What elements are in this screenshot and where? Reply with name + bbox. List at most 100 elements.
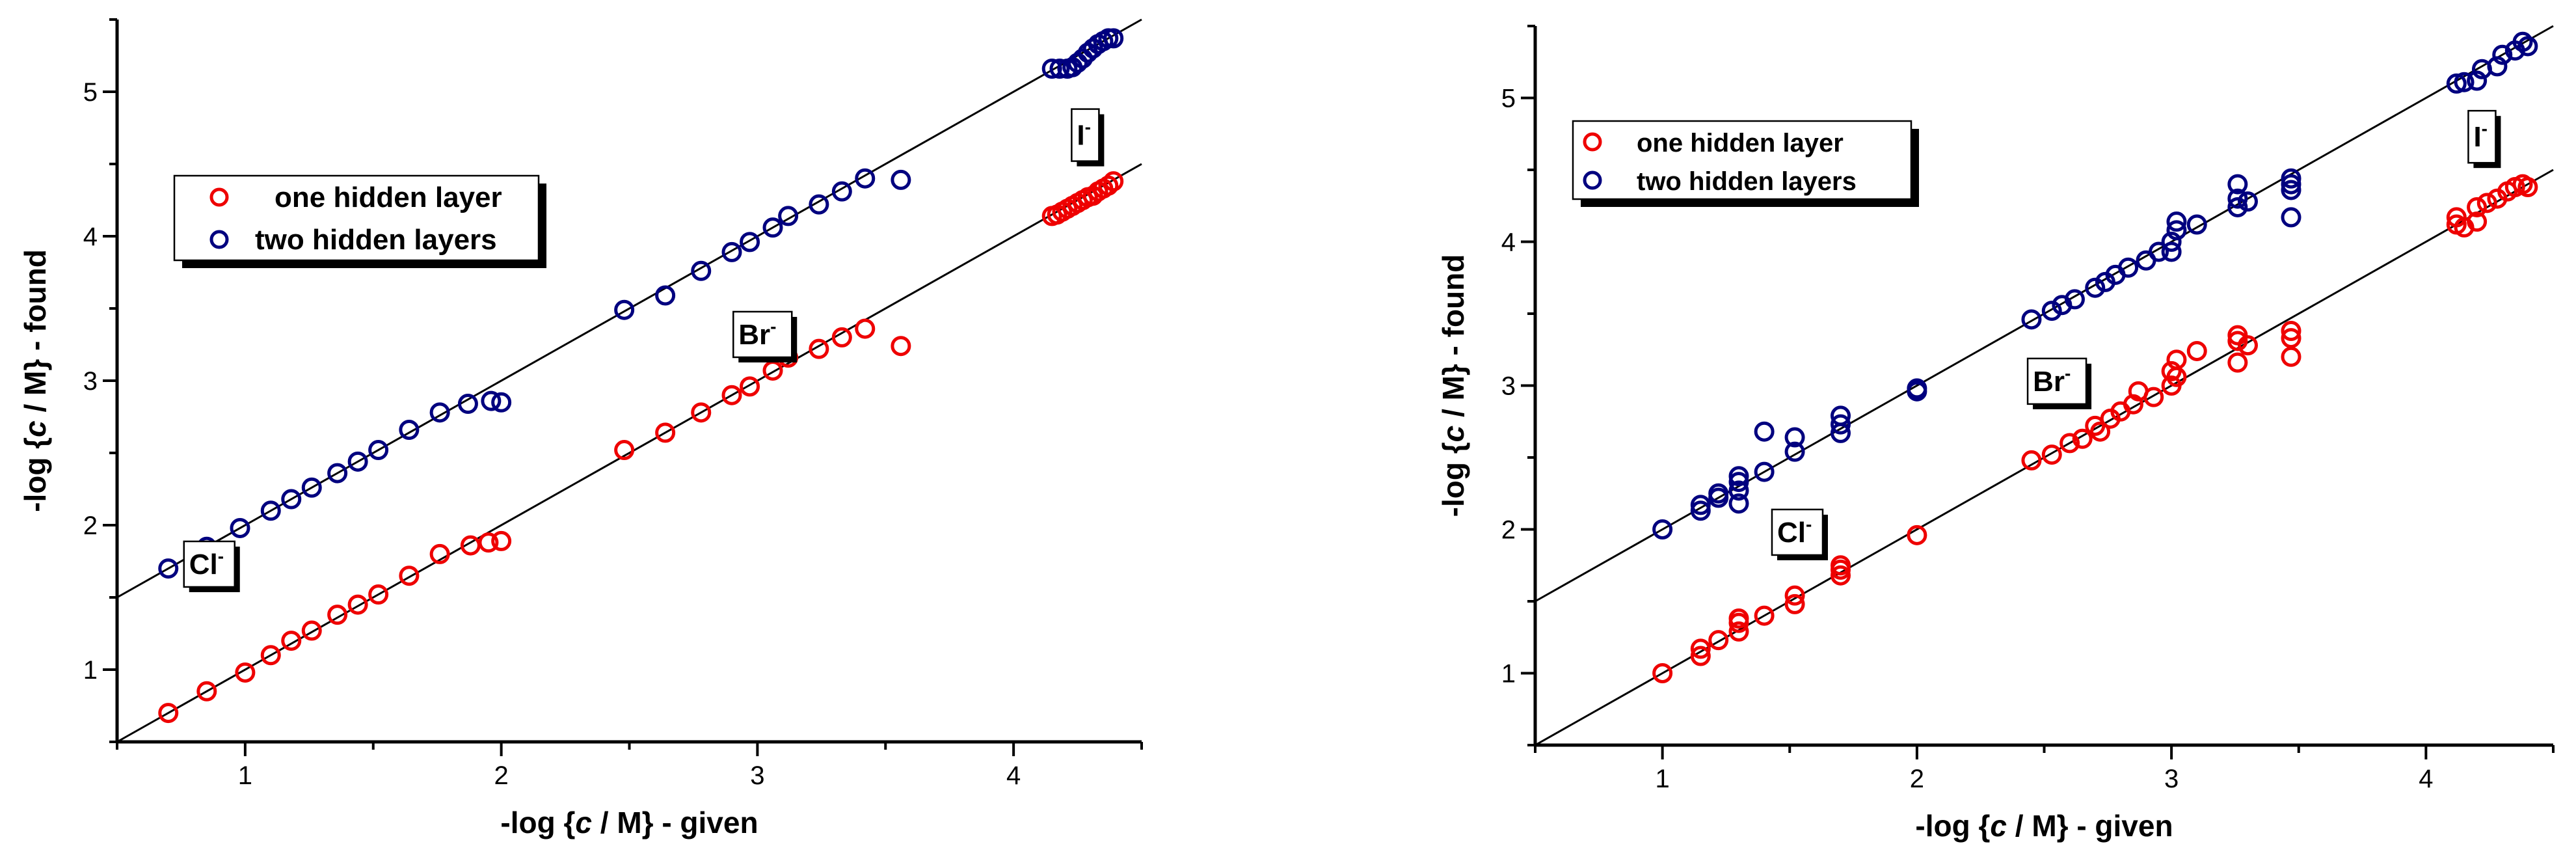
data-point-two-hidden-layers (1728, 480, 1749, 501)
x-tick-label: 1 (238, 761, 252, 790)
data-point-two-hidden-layers (1652, 519, 1673, 539)
data-point-two-hidden-layers (1784, 427, 1805, 448)
fit-line (116, 163, 1142, 743)
data-point-one-hidden-layer (1652, 663, 1673, 683)
data-point-two-hidden-layers (230, 517, 250, 538)
data-point-two-hidden-layers (778, 206, 799, 226)
data-point-one-hidden-layer (235, 662, 256, 683)
x-axis-label: -log {c / M} - given (500, 806, 758, 839)
data-point-two-hidden-layers (2186, 214, 2207, 235)
data-point-two-hidden-layers (1072, 48, 1093, 69)
legend-box (173, 174, 540, 262)
data-point-two-hidden-layers (2227, 174, 2248, 195)
x-tick-label: 2 (494, 761, 509, 790)
data-point-two-hidden-layers (260, 500, 281, 521)
data-points (1652, 31, 2538, 683)
data-point-one-hidden-layer (260, 645, 281, 666)
data-point-two-hidden-layers (2064, 289, 2085, 310)
data-point-one-hidden-layer (740, 376, 760, 397)
data-point-one-hidden-layer (2161, 361, 2182, 381)
y-tick-label: 1 (1501, 660, 1516, 689)
data-point-two-hidden-layers (368, 440, 389, 461)
y-tick-label: 4 (1501, 228, 1516, 257)
legend-marker-two-hidden-layers (1583, 170, 1602, 190)
y-tick-label: 1 (83, 656, 98, 685)
data-point-one-hidden-layer (2281, 346, 2301, 367)
data-point-one-hidden-layer (614, 440, 635, 461)
data-point-one-hidden-layer (1098, 175, 1119, 196)
data-point-one-hidden-layer (2166, 349, 2187, 370)
data-point-two-hidden-layers (2281, 207, 2301, 228)
data-point-one-hidden-layer (691, 402, 712, 423)
ion-label-box (1771, 508, 1824, 556)
y-axis-label: -log {c / M} - found (18, 249, 52, 512)
data-point-two-hidden-layers (2512, 31, 2533, 52)
y-axis-label: -log {c / M} - found (1436, 254, 1470, 517)
data-point-one-hidden-layer (721, 385, 742, 405)
chart-panel-right: 1 2 3 4 1 2 3 4 5 -log {c / M} - given -… (1436, 25, 2555, 843)
legend-marker-two-hidden-layers (209, 230, 229, 249)
data-point-two-hidden-layers (691, 260, 712, 281)
ion-label-iodide: I- (2467, 109, 2501, 169)
data-point-one-hidden-layer (1728, 608, 1749, 629)
data-point-two-hidden-layers (1103, 28, 1124, 49)
data-point-two-hidden-layers (2487, 56, 2508, 77)
data-point-two-hidden-layers (1784, 441, 1805, 462)
ion-label-bromide: Br- (2026, 357, 2092, 409)
ion-label-text: Br- (738, 316, 776, 351)
data-point-two-hidden-layers (429, 402, 450, 423)
data-point-one-hidden-layer (2517, 177, 2538, 198)
data-point-two-hidden-layers (2238, 191, 2258, 212)
legend-box (1572, 120, 1912, 200)
data-point-one-hidden-layer (347, 594, 368, 615)
data-point-one-hidden-layer (1754, 605, 1775, 626)
data-point-two-hidden-layers (481, 390, 502, 411)
y-tick-label: 3 (1501, 372, 1516, 401)
ion-label-bromide: Br- (732, 310, 798, 362)
data-point-one-hidden-layer (478, 532, 499, 553)
data-point-one-hidden-layer (831, 327, 852, 348)
data-point-two-hidden-layers (1728, 493, 1749, 514)
data-point-one-hidden-layer (1690, 638, 1711, 659)
legend-entry-one-hidden-layer: one hidden layer (275, 182, 502, 213)
data-point-one-hidden-layer (2059, 433, 2080, 454)
data-point-two-hidden-layers (2166, 220, 2187, 241)
x-tick-label: 2 (1910, 765, 1924, 793)
data-point-one-hidden-layer (855, 318, 876, 339)
ion-label-text: I- (1077, 117, 1091, 152)
y-tick-labels: 1 2 3 4 5 (1501, 85, 1516, 689)
ion-label-text: Br- (2033, 363, 2071, 398)
ion-label-box (2467, 109, 2497, 164)
data-point-two-hidden-layers (1067, 53, 1088, 74)
data-point-one-hidden-layer (809, 338, 829, 359)
legend-entry-two-hidden-layers: two hidden layers (1637, 167, 1857, 196)
data-point-one-hidden-layer (2467, 211, 2488, 232)
data-point-one-hidden-layer (399, 566, 420, 586)
data-point-two-hidden-layers (1754, 461, 1775, 482)
data-point-one-hidden-layer (2186, 340, 2207, 361)
legend: one hidden layer two hidden layers (173, 174, 546, 268)
y-tick-label: 2 (83, 511, 98, 540)
data-point-two-hidden-layers (2161, 232, 2182, 252)
ion-label-chloride: Cl- (183, 540, 240, 592)
data-point-two-hidden-layers (2118, 257, 2139, 278)
ion-labels: Cl- Br- I- (1771, 109, 2501, 560)
x-tick-label: 4 (2419, 765, 2433, 793)
axis-ticks (103, 18, 1143, 756)
data-point-one-hidden-layer (1831, 555, 1851, 576)
data-point-two-hidden-layers (2227, 188, 2248, 209)
data-point-two-hidden-layers (2517, 36, 2538, 57)
x-tick-label: 3 (2164, 765, 2179, 793)
data-point-two-hidden-layers (614, 299, 635, 320)
data-point-two-hidden-layers (327, 463, 348, 484)
data-point-two-hidden-layers (2085, 277, 2106, 298)
data-point-two-hidden-layers (809, 194, 829, 215)
data-point-one-hidden-layer (2041, 444, 2062, 465)
data-point-two-hidden-layers (891, 169, 911, 190)
data-point-one-hidden-layer (2281, 328, 2301, 349)
axis-ticks (1521, 25, 2555, 759)
ion-label-box (732, 310, 793, 359)
data-point-one-hidden-layer (1103, 171, 1124, 192)
data-point-two-hidden-layers (855, 168, 876, 189)
fit-line (116, 18, 1142, 599)
